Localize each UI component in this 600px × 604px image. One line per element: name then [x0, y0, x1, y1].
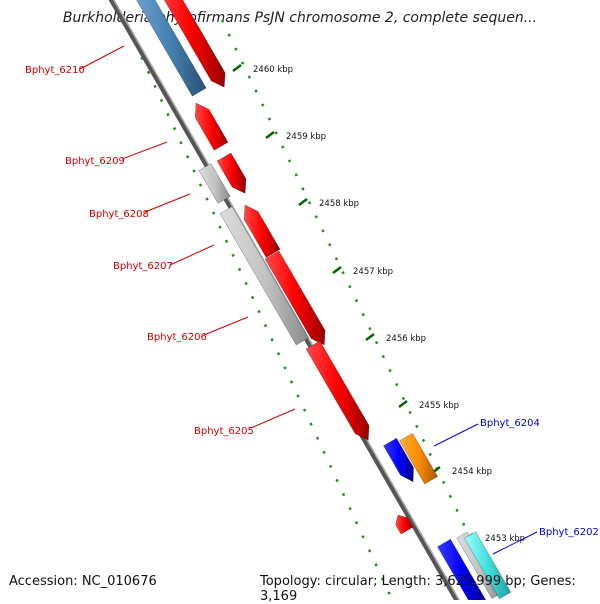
- gene-label: Bphyt_6204: [480, 418, 540, 429]
- scale-tick: [265, 131, 275, 139]
- gene-feature-small-red[interactable]: [395, 514, 414, 535]
- gene-leader-line: [79, 45, 125, 70]
- gene-feature-6210[interactable]: [155, 0, 226, 88]
- inner-guide-track: [120, 14, 392, 596]
- scale-tick-label: 2454 kbp: [452, 467, 492, 477]
- scale-tick: [398, 400, 408, 408]
- gene-label: Bphyt_6209: [65, 156, 125, 167]
- gene-feature-6209[interactable]: [194, 102, 229, 151]
- scale-tick-label: 2455 kbp: [419, 401, 459, 411]
- scale-tick: [298, 198, 308, 206]
- gene-leader-line: [121, 141, 168, 160]
- gene-label: Bphyt_6205: [194, 426, 254, 437]
- scale-tick: [232, 64, 242, 72]
- gene-feature-6207[interactable]: [243, 204, 281, 258]
- gene-leader-line: [203, 316, 249, 336]
- scale-tick: [365, 333, 375, 341]
- gene-leader-line: [169, 244, 215, 266]
- gene-feature-grey-2[interactable]: [219, 206, 309, 346]
- gene-feature-6206[interactable]: [264, 250, 326, 346]
- gene-label: Bphyt_6208: [89, 209, 149, 220]
- gene-feature-blue-1[interactable]: [383, 437, 414, 483]
- gene-label: Bphyt_6206: [147, 332, 207, 343]
- gene-label: Bphyt_6202: [539, 527, 599, 538]
- gene-leader-line: [144, 193, 191, 213]
- gene-leader-line: [492, 531, 538, 555]
- scale-tick-label: 2456 kbp: [386, 334, 426, 344]
- gene-label: Bphyt_6210: [25, 65, 85, 76]
- gene-feature-6204[interactable]: [399, 432, 438, 485]
- scale-tick-label: 2458 kbp: [319, 199, 359, 209]
- gene-feature-grey-1[interactable]: [198, 163, 231, 204]
- backbone-highlight: [113, 0, 460, 600]
- gene-feature-6208[interactable]: [216, 152, 247, 194]
- gene-feature-6202[interactable]: [463, 531, 512, 600]
- scale-tick: [332, 266, 342, 274]
- gene-label: Bphyt_6207: [113, 261, 173, 272]
- gene-leader-line: [250, 408, 296, 429]
- gene-labels: Bphyt_6210 Bphyt_6209 Bphyt_6208 Bphyt_6207…: [25, 45, 599, 555]
- scale-tick-label: 2460 kbp: [253, 65, 293, 75]
- scale-tick-label: 2459 kbp: [286, 132, 326, 142]
- scale-tick-label: 2453 kbp: [485, 534, 525, 544]
- scale-tick-label: 2457 kbp: [353, 267, 393, 277]
- accession-text: Accession: NC_010676: [9, 574, 157, 589]
- gene-feature-steelblue[interactable]: [133, 0, 207, 97]
- gene-feature-6205[interactable]: [305, 340, 370, 441]
- outer-guide-track: [220, 19, 502, 600]
- gene-leader-line: [433, 423, 479, 447]
- gene-features[interactable]: [133, 0, 512, 600]
